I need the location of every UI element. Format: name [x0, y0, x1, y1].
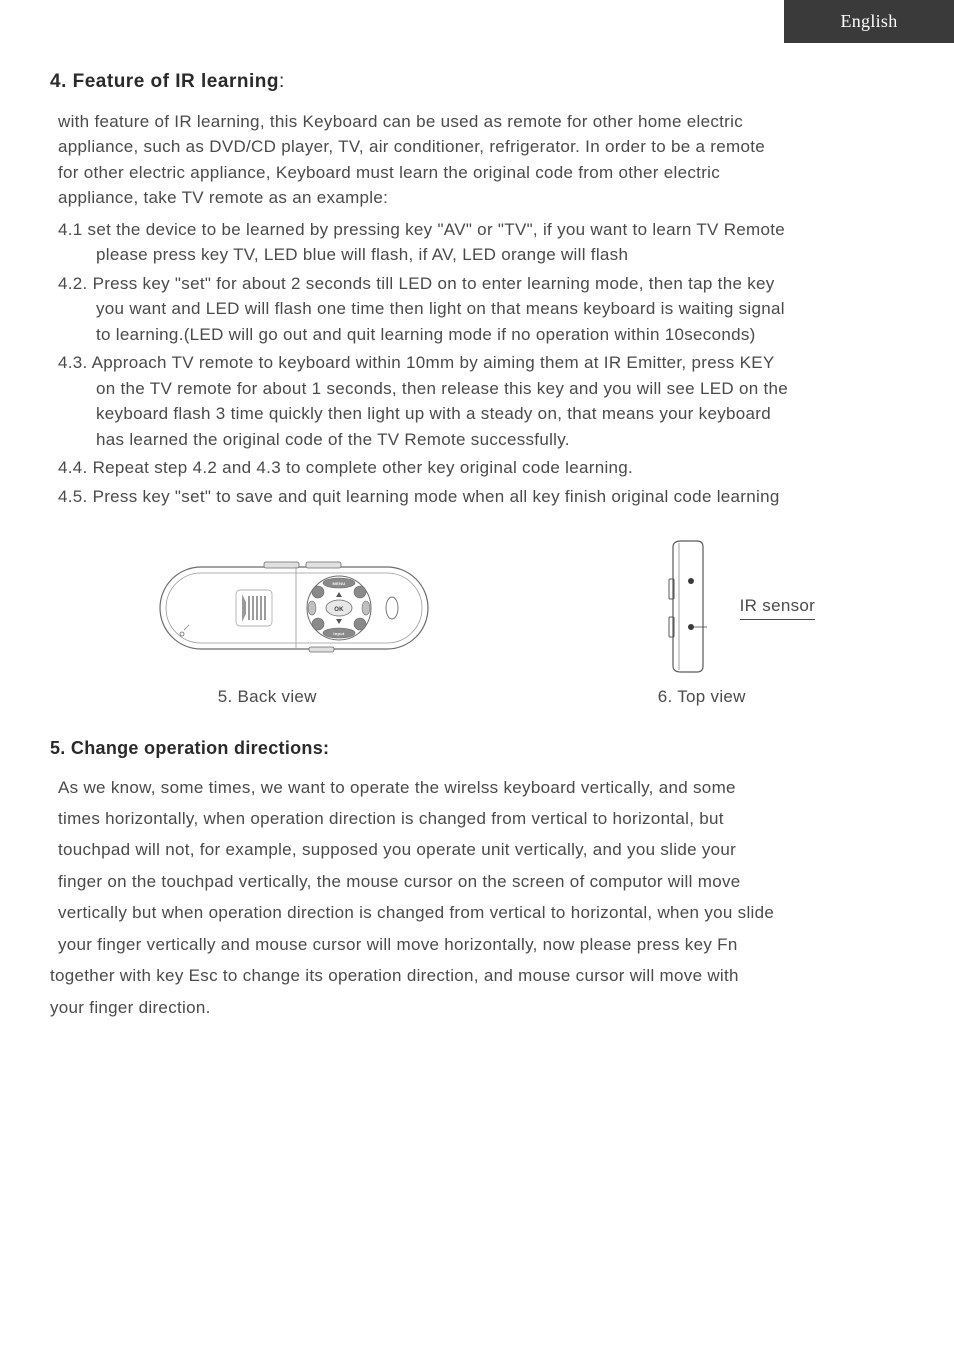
item43-line3: keyboard flash 3 time quickly then light… [58, 401, 919, 427]
s5-line2: times horizontally, when operation direc… [58, 803, 919, 834]
menu-label: MENU [332, 581, 345, 586]
intro-line4: appliance, take TV remote as an example: [58, 185, 919, 211]
ir-sensor-label: IR sensor [740, 593, 815, 621]
intro-line3: for other electric appliance, Keyboard m… [58, 160, 919, 186]
images-row: OK MENU Input [50, 539, 919, 674]
section4-intro: with feature of IR learning, this Keyboa… [50, 109, 919, 211]
instruction-list: 4.1 set the device to be learned by pres… [50, 217, 919, 510]
s5-line1: As we know, some times, we want to opera… [58, 772, 919, 803]
item43-line4: has learned the original code of the TV … [58, 427, 919, 453]
s5-line6: your finger vertically and mouse cursor … [58, 929, 919, 960]
top-view-block: IR sensor [642, 539, 815, 674]
s5-line5: vertically but when operation direction … [58, 897, 919, 928]
intro-line2: appliance, such as DVD/CD player, TV, ai… [58, 134, 919, 160]
section5-text: As we know, some times, we want to opera… [50, 772, 919, 1024]
back-view-diagram: OK MENU Input [154, 552, 434, 662]
item44: 4.4. Repeat step 4.2 and 4.3 to complete… [58, 455, 919, 481]
s5-line4: finger on the touchpad vertically, the m… [58, 866, 919, 897]
section4-title: 4. Feature of IR learning: [50, 68, 919, 97]
page-content: 4. Feature of IR learning: with feature … [0, 43, 954, 1063]
s5-line3: touchpad will not, for example, supposed… [58, 834, 919, 865]
back-view-block: OK MENU Input [154, 552, 434, 662]
item43-line2: on the TV remote for about 1 seconds, th… [58, 376, 919, 402]
intro-line1: with feature of IR learning, this Keyboa… [58, 109, 919, 135]
top-view-diagram [642, 539, 732, 674]
item42-line2: you want and LED will flash one time the… [58, 296, 919, 322]
section4: 4. Feature of IR learning: with feature … [50, 68, 919, 509]
input-label: Input [333, 631, 345, 636]
back-view-caption: 5. Back view [93, 684, 441, 710]
s5-line7: together with key Esc to change its oper… [50, 960, 919, 991]
section4-title-text: 4. Feature of IR learning [50, 71, 279, 92]
item41-line2: please press key TV, LED blue will flash… [58, 242, 919, 268]
section5: 5. Change operation directions: As we kn… [50, 735, 919, 1024]
section4-colon: : [279, 71, 285, 92]
item41-line1: 4.1 set the device to be learned by pres… [58, 217, 919, 243]
item43-line1: 4.3. Approach TV remote to keyboard with… [58, 350, 919, 376]
top-view-caption: 6. Top view [528, 684, 876, 710]
item42-line1: 4.2. Press key "set" for about 2 seconds… [58, 271, 919, 297]
item45: 4.5. Press key "set" to save and quit le… [58, 484, 919, 510]
section5-title: 5. Change operation directions: [50, 735, 919, 762]
ok-label: OK [334, 607, 344, 613]
caption-row: 5. Back view 6. Top view [50, 684, 919, 710]
s5-line8: your finger direction. [50, 992, 919, 1023]
language-header: English [784, 0, 954, 43]
item42-line3: to learning.(LED will go out and quit le… [58, 322, 919, 348]
